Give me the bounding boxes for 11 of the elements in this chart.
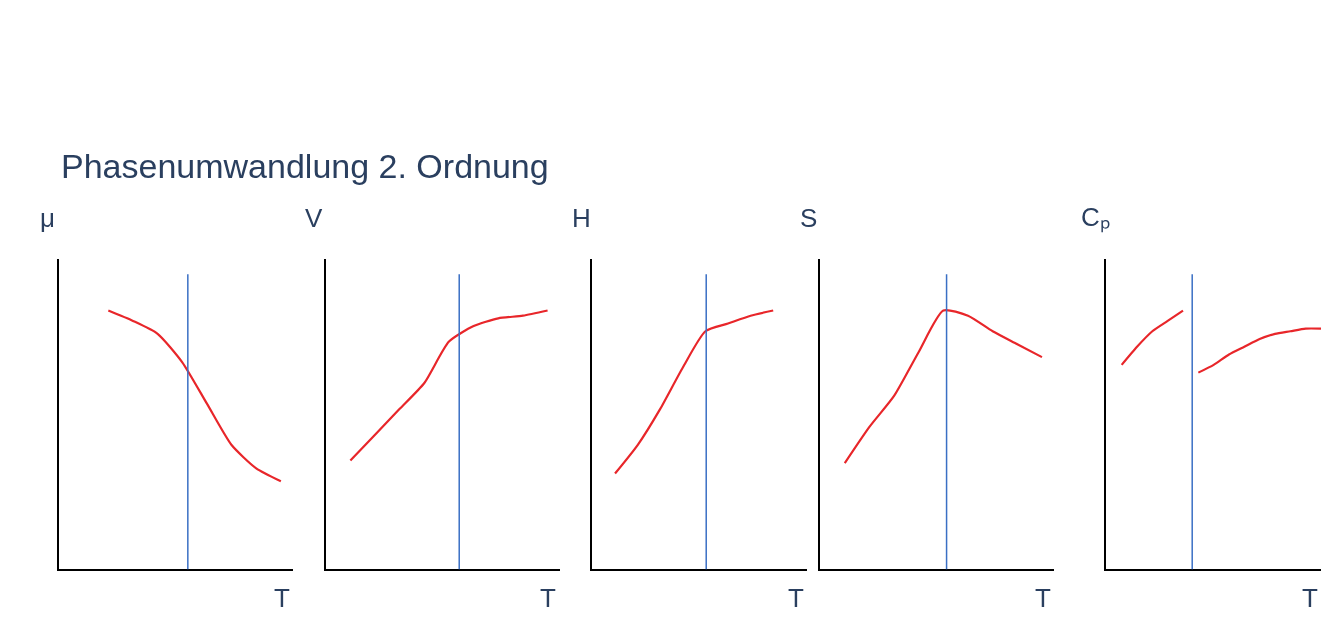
x-axis-title: T	[274, 583, 290, 613]
y-axis-title: S	[800, 203, 818, 233]
x-axis-title: T	[788, 583, 804, 613]
y-axis-title: H	[572, 203, 591, 233]
x-axis-title: T	[1035, 583, 1051, 613]
x-axis-title: T	[1302, 583, 1318, 613]
y-axis-title: Cₚ	[1081, 202, 1110, 233]
y-axis-title: μ	[40, 203, 55, 233]
x-axis-title: T	[540, 583, 556, 613]
chart-title: Phasenumwandlung 2. Ordnung	[61, 147, 549, 185]
y-axis-title: V	[305, 203, 323, 233]
